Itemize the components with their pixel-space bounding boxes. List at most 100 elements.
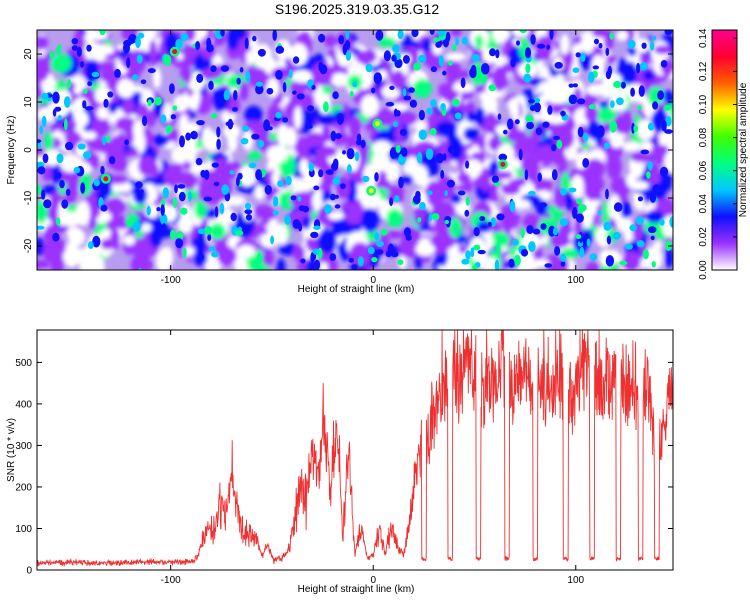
spectrogram-cell	[57, 115, 62, 121]
spectrogram-cell	[560, 33, 570, 55]
spectrogram-cell	[37, 166, 46, 175]
spectrogram-cell	[445, 31, 451, 42]
spectrogram-cell	[105, 197, 126, 216]
spectrogram-cell	[284, 214, 291, 225]
spectrogram-cell	[104, 146, 127, 170]
colorbar-ticks: 0.00 0.02 0.04 0.06 0.08 0.10 0.12 0.14	[698, 28, 737, 280]
spectrogram-cell	[520, 227, 525, 239]
spectrogram-cell	[660, 60, 668, 68]
spectrogram-cell	[136, 103, 149, 116]
spectrogram-cell	[664, 129, 673, 134]
spectrogram-cell	[172, 145, 189, 164]
spectrogram-cell	[96, 106, 110, 120]
spectrogram-cell	[347, 115, 363, 139]
spectrogram-cell	[554, 246, 561, 256]
spectrogram-cell	[371, 87, 376, 94]
spectrogram-cell	[476, 220, 492, 233]
colorbar-tick-label: 0.14	[698, 28, 709, 48]
spectrogram-cell	[317, 204, 339, 227]
y-tick-label: 300	[15, 441, 32, 452]
spectrogram-cell	[169, 83, 175, 94]
spectrogram-cell	[392, 44, 400, 53]
spectrogram-cell	[179, 135, 185, 148]
spectrogram-cell	[383, 50, 391, 62]
spectrogram-cell	[196, 228, 207, 255]
spectrogram-cell	[177, 184, 186, 189]
spectrogram-cell	[457, 172, 471, 184]
spectrogram-cell	[418, 54, 427, 63]
spectrogram-cell	[444, 242, 462, 268]
spectrogram-cell	[145, 109, 157, 128]
spectrogram-cell	[417, 217, 422, 223]
spectrogram-cell	[161, 246, 174, 269]
spectrogram-cell	[52, 232, 60, 242]
spectrogram-cell	[571, 175, 584, 199]
spectrogram-cell	[289, 43, 308, 66]
spectrogram-cell	[208, 223, 226, 240]
spectrogram-cell	[152, 67, 162, 89]
spectrogram-cell	[254, 185, 265, 201]
spectrogram-cell	[545, 149, 559, 159]
spectrogram-cell	[312, 248, 320, 255]
spectrogram-cell	[583, 177, 602, 201]
spectrogram-cell	[177, 215, 193, 234]
spectrogram-cell	[584, 158, 605, 179]
spectrogram-cell	[665, 116, 672, 127]
spectrogram-cell	[603, 122, 612, 134]
spectrogram-cell	[153, 134, 170, 147]
spectrogram-cell	[188, 191, 192, 202]
spectrogram-cell	[519, 30, 527, 34]
spectrogram-cell	[323, 101, 329, 113]
spectrogram-cell	[497, 30, 511, 40]
spectrogram-cell	[629, 224, 638, 232]
spectrogram-cell	[84, 59, 99, 83]
snr-y-axis: 0 100 200 300 400 500	[15, 358, 673, 577]
spectrogram-cell	[345, 40, 351, 50]
spectrogram-cell	[361, 208, 379, 233]
spectrogram-cell	[330, 130, 337, 142]
spectrogram-cell	[170, 229, 176, 241]
spectrogram-cell	[50, 53, 72, 73]
spectrogram-cell	[307, 105, 314, 112]
spectrogram-cell	[595, 107, 617, 123]
spectrogram-cell	[37, 237, 45, 257]
spectrogram-cell	[429, 30, 435, 35]
spectrogram-cell	[636, 240, 645, 248]
spectrogram-cell	[201, 126, 213, 146]
spectrogram-cell	[401, 147, 408, 157]
spectrogram-cell	[479, 216, 486, 222]
spectrogram-cell	[402, 88, 407, 97]
spectrogram-cell	[204, 226, 212, 235]
spectrogram-cell	[52, 91, 60, 104]
spectrogram-cell	[399, 128, 407, 136]
spectrogram-cell	[489, 182, 498, 202]
spectrogram-cell	[163, 164, 183, 188]
spectrogram-cell	[375, 30, 384, 41]
spectrogram-cell	[606, 54, 616, 64]
spectrogram-cell	[403, 95, 412, 101]
spectrogram-cell	[196, 120, 205, 126]
spectrogram-cell	[426, 107, 433, 115]
spectrogram-cell	[560, 110, 566, 117]
spectrogram-cell	[244, 37, 249, 50]
spectrogram-cell	[378, 36, 396, 49]
spectrogram-cell	[208, 246, 217, 252]
y-tick-label: 400	[15, 399, 32, 410]
spectrogram-cell	[477, 249, 486, 255]
spectrogram-cell	[318, 262, 330, 270]
spectrogram-cell	[394, 123, 404, 145]
spectrogram-cell	[498, 153, 508, 161]
spectrogram-cell	[261, 250, 275, 266]
spectrogram-cell	[230, 212, 237, 222]
spectrogram-cell	[149, 227, 162, 248]
spectrogram-cell	[631, 122, 635, 134]
spectrogram-cell	[437, 30, 446, 38]
chart-title: S196.2025.319.03.35.G12	[275, 1, 439, 17]
spectrogram-cell	[206, 37, 212, 50]
spectrogram-cell	[435, 153, 444, 164]
spectrogram-cell	[247, 150, 262, 162]
spectrogram-cell	[445, 52, 467, 61]
spectrogram-cell	[178, 191, 186, 202]
spectrogram-cell	[239, 67, 244, 73]
